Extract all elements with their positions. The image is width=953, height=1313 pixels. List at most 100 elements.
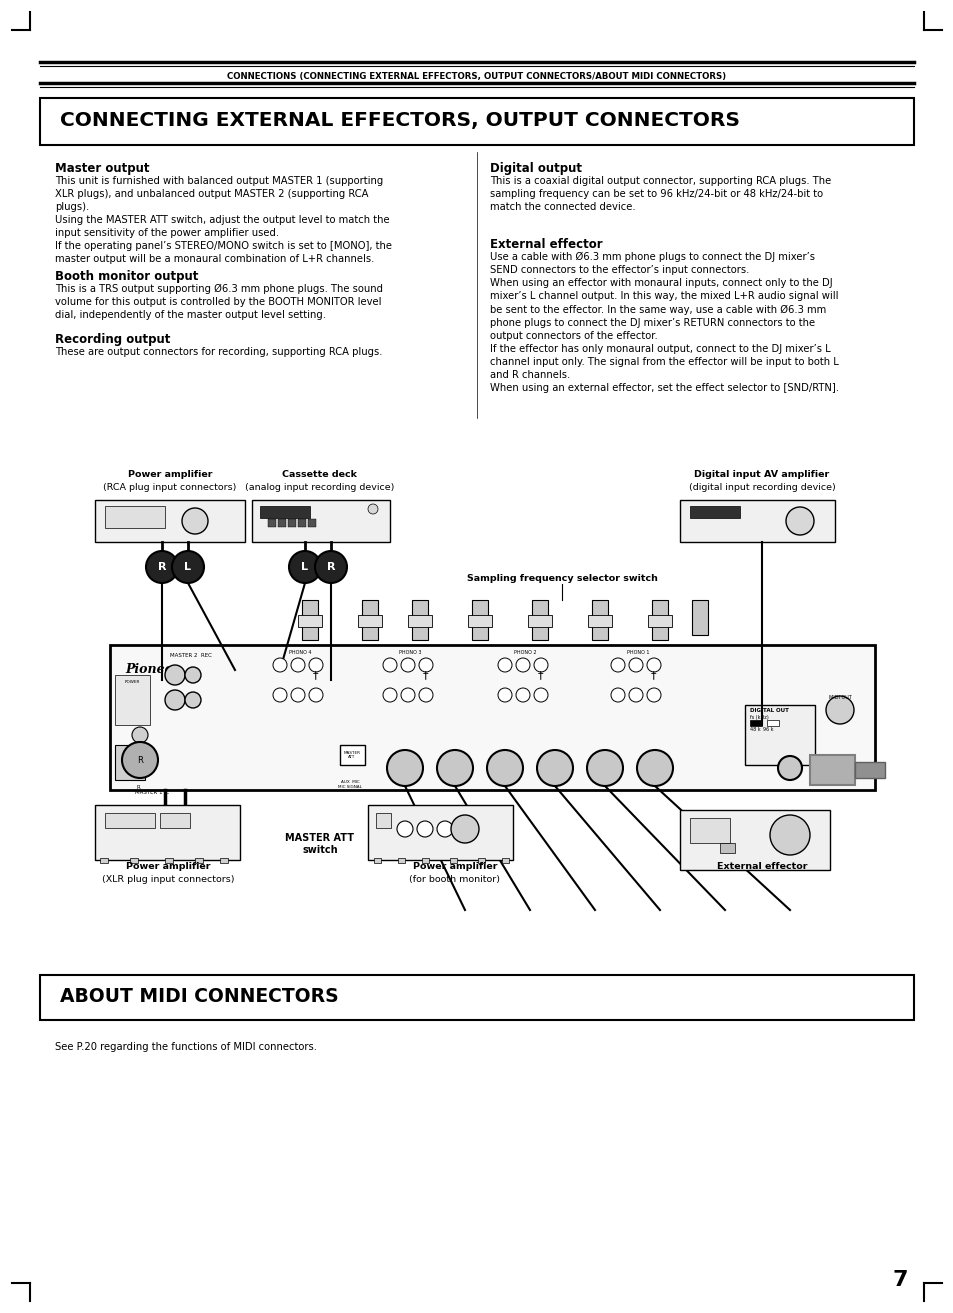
Bar bbox=[339, 744, 365, 765]
Circle shape bbox=[314, 551, 347, 583]
Bar bbox=[115, 675, 150, 725]
Bar bbox=[260, 506, 310, 519]
Circle shape bbox=[769, 815, 809, 855]
Text: This is a TRS output supporting Ø6.3 mm phone plugs. The sound
volume for this o: This is a TRS output supporting Ø6.3 mm … bbox=[55, 284, 382, 320]
Text: Pioneer: Pioneer bbox=[125, 663, 179, 676]
Bar bbox=[689, 506, 740, 519]
Circle shape bbox=[309, 688, 323, 702]
Circle shape bbox=[586, 750, 622, 786]
Text: L: L bbox=[301, 562, 308, 572]
Circle shape bbox=[628, 658, 642, 672]
Text: CONNECTING EXTERNAL EFFECTORS, OUTPUT CONNECTORS: CONNECTING EXTERNAL EFFECTORS, OUTPUT CO… bbox=[60, 110, 740, 130]
Bar bbox=[288, 519, 295, 527]
Bar bbox=[100, 857, 108, 863]
Text: MASTER
ATT: MASTER ATT bbox=[343, 751, 360, 759]
Bar bbox=[160, 813, 190, 829]
Circle shape bbox=[610, 658, 624, 672]
Text: †: † bbox=[422, 670, 427, 680]
Circle shape bbox=[185, 692, 201, 708]
Bar bbox=[368, 805, 513, 860]
Circle shape bbox=[273, 688, 287, 702]
Circle shape bbox=[185, 667, 201, 683]
Text: External effector: External effector bbox=[490, 238, 602, 251]
Bar bbox=[421, 857, 429, 863]
Circle shape bbox=[416, 821, 433, 836]
Bar bbox=[357, 614, 381, 628]
Text: R: R bbox=[327, 562, 335, 572]
Bar bbox=[297, 519, 306, 527]
Text: Power amplifier: Power amplifier bbox=[413, 863, 497, 871]
Bar bbox=[744, 705, 814, 765]
Circle shape bbox=[637, 750, 672, 786]
Text: POWER: POWER bbox=[124, 680, 139, 684]
Bar bbox=[308, 519, 315, 527]
Bar bbox=[297, 614, 322, 628]
Text: (XLR plug input connectors): (XLR plug input connectors) bbox=[102, 874, 234, 884]
Text: PHONO 4: PHONO 4 bbox=[289, 650, 311, 655]
Text: MASTER 1  L: MASTER 1 L bbox=[135, 790, 169, 794]
Bar bbox=[105, 813, 154, 829]
Circle shape bbox=[418, 688, 433, 702]
Circle shape bbox=[537, 750, 573, 786]
Bar bbox=[277, 519, 286, 527]
Bar bbox=[40, 976, 913, 1020]
Bar bbox=[95, 805, 240, 860]
Circle shape bbox=[400, 688, 415, 702]
Text: CONNECTIONS (CONNECTING EXTERNAL EFFECTORS, OUTPUT CONNECTORS/ABOUT MIDI CONNECT: CONNECTIONS (CONNECTING EXTERNAL EFFECTO… bbox=[227, 72, 726, 81]
Circle shape bbox=[646, 658, 660, 672]
Bar bbox=[302, 600, 317, 639]
Bar bbox=[592, 600, 607, 639]
Text: Cassette deck: Cassette deck bbox=[282, 470, 357, 479]
Text: (for booth monitor): (for booth monitor) bbox=[409, 874, 500, 884]
Bar bbox=[220, 857, 228, 863]
Text: R: R bbox=[137, 755, 143, 764]
Bar bbox=[115, 744, 145, 780]
Bar bbox=[95, 500, 245, 542]
Bar bbox=[527, 614, 552, 628]
Text: PHONO 3: PHONO 3 bbox=[398, 650, 421, 655]
Circle shape bbox=[628, 688, 642, 702]
Text: Power amplifier: Power amplifier bbox=[126, 863, 210, 871]
Circle shape bbox=[516, 688, 530, 702]
Circle shape bbox=[486, 750, 522, 786]
Text: †: † bbox=[537, 670, 542, 680]
Bar bbox=[766, 720, 779, 726]
Bar bbox=[647, 614, 671, 628]
Circle shape bbox=[122, 742, 158, 779]
Bar bbox=[587, 614, 612, 628]
Circle shape bbox=[146, 551, 178, 583]
Circle shape bbox=[273, 658, 287, 672]
Circle shape bbox=[396, 821, 413, 836]
Bar bbox=[689, 818, 729, 843]
Circle shape bbox=[387, 750, 422, 786]
Text: R: R bbox=[136, 785, 140, 790]
Text: 48 k: 48 k bbox=[749, 727, 760, 733]
Circle shape bbox=[165, 664, 185, 685]
Bar bbox=[679, 500, 834, 542]
Text: (analog input recording device): (analog input recording device) bbox=[245, 483, 395, 492]
Text: MASTER ATT
switch: MASTER ATT switch bbox=[285, 832, 355, 855]
Circle shape bbox=[418, 658, 433, 672]
Bar bbox=[679, 810, 829, 871]
Text: PHONO 1: PHONO 1 bbox=[626, 650, 649, 655]
Circle shape bbox=[646, 688, 660, 702]
Bar bbox=[749, 720, 761, 726]
Bar bbox=[397, 857, 405, 863]
Text: Power amplifier: Power amplifier bbox=[128, 470, 212, 479]
Circle shape bbox=[291, 688, 305, 702]
Bar bbox=[374, 857, 380, 863]
Circle shape bbox=[497, 688, 512, 702]
Circle shape bbox=[785, 507, 813, 534]
Circle shape bbox=[436, 821, 453, 836]
Bar bbox=[809, 755, 854, 785]
Text: This is a coaxial digital output connector, supporting RCA plugs. The
sampling f: This is a coaxial digital output connect… bbox=[490, 176, 830, 213]
Circle shape bbox=[400, 658, 415, 672]
Circle shape bbox=[451, 815, 478, 843]
Text: ABOUT MIDI CONNECTORS: ABOUT MIDI CONNECTORS bbox=[60, 987, 338, 1007]
Circle shape bbox=[610, 688, 624, 702]
Bar bbox=[105, 506, 165, 528]
Circle shape bbox=[778, 756, 801, 780]
Bar bbox=[361, 600, 377, 639]
Circle shape bbox=[825, 696, 853, 723]
Text: This unit is furnished with balanced output MASTER 1 (supporting
XLR plugs), and: This unit is furnished with balanced out… bbox=[55, 176, 392, 264]
